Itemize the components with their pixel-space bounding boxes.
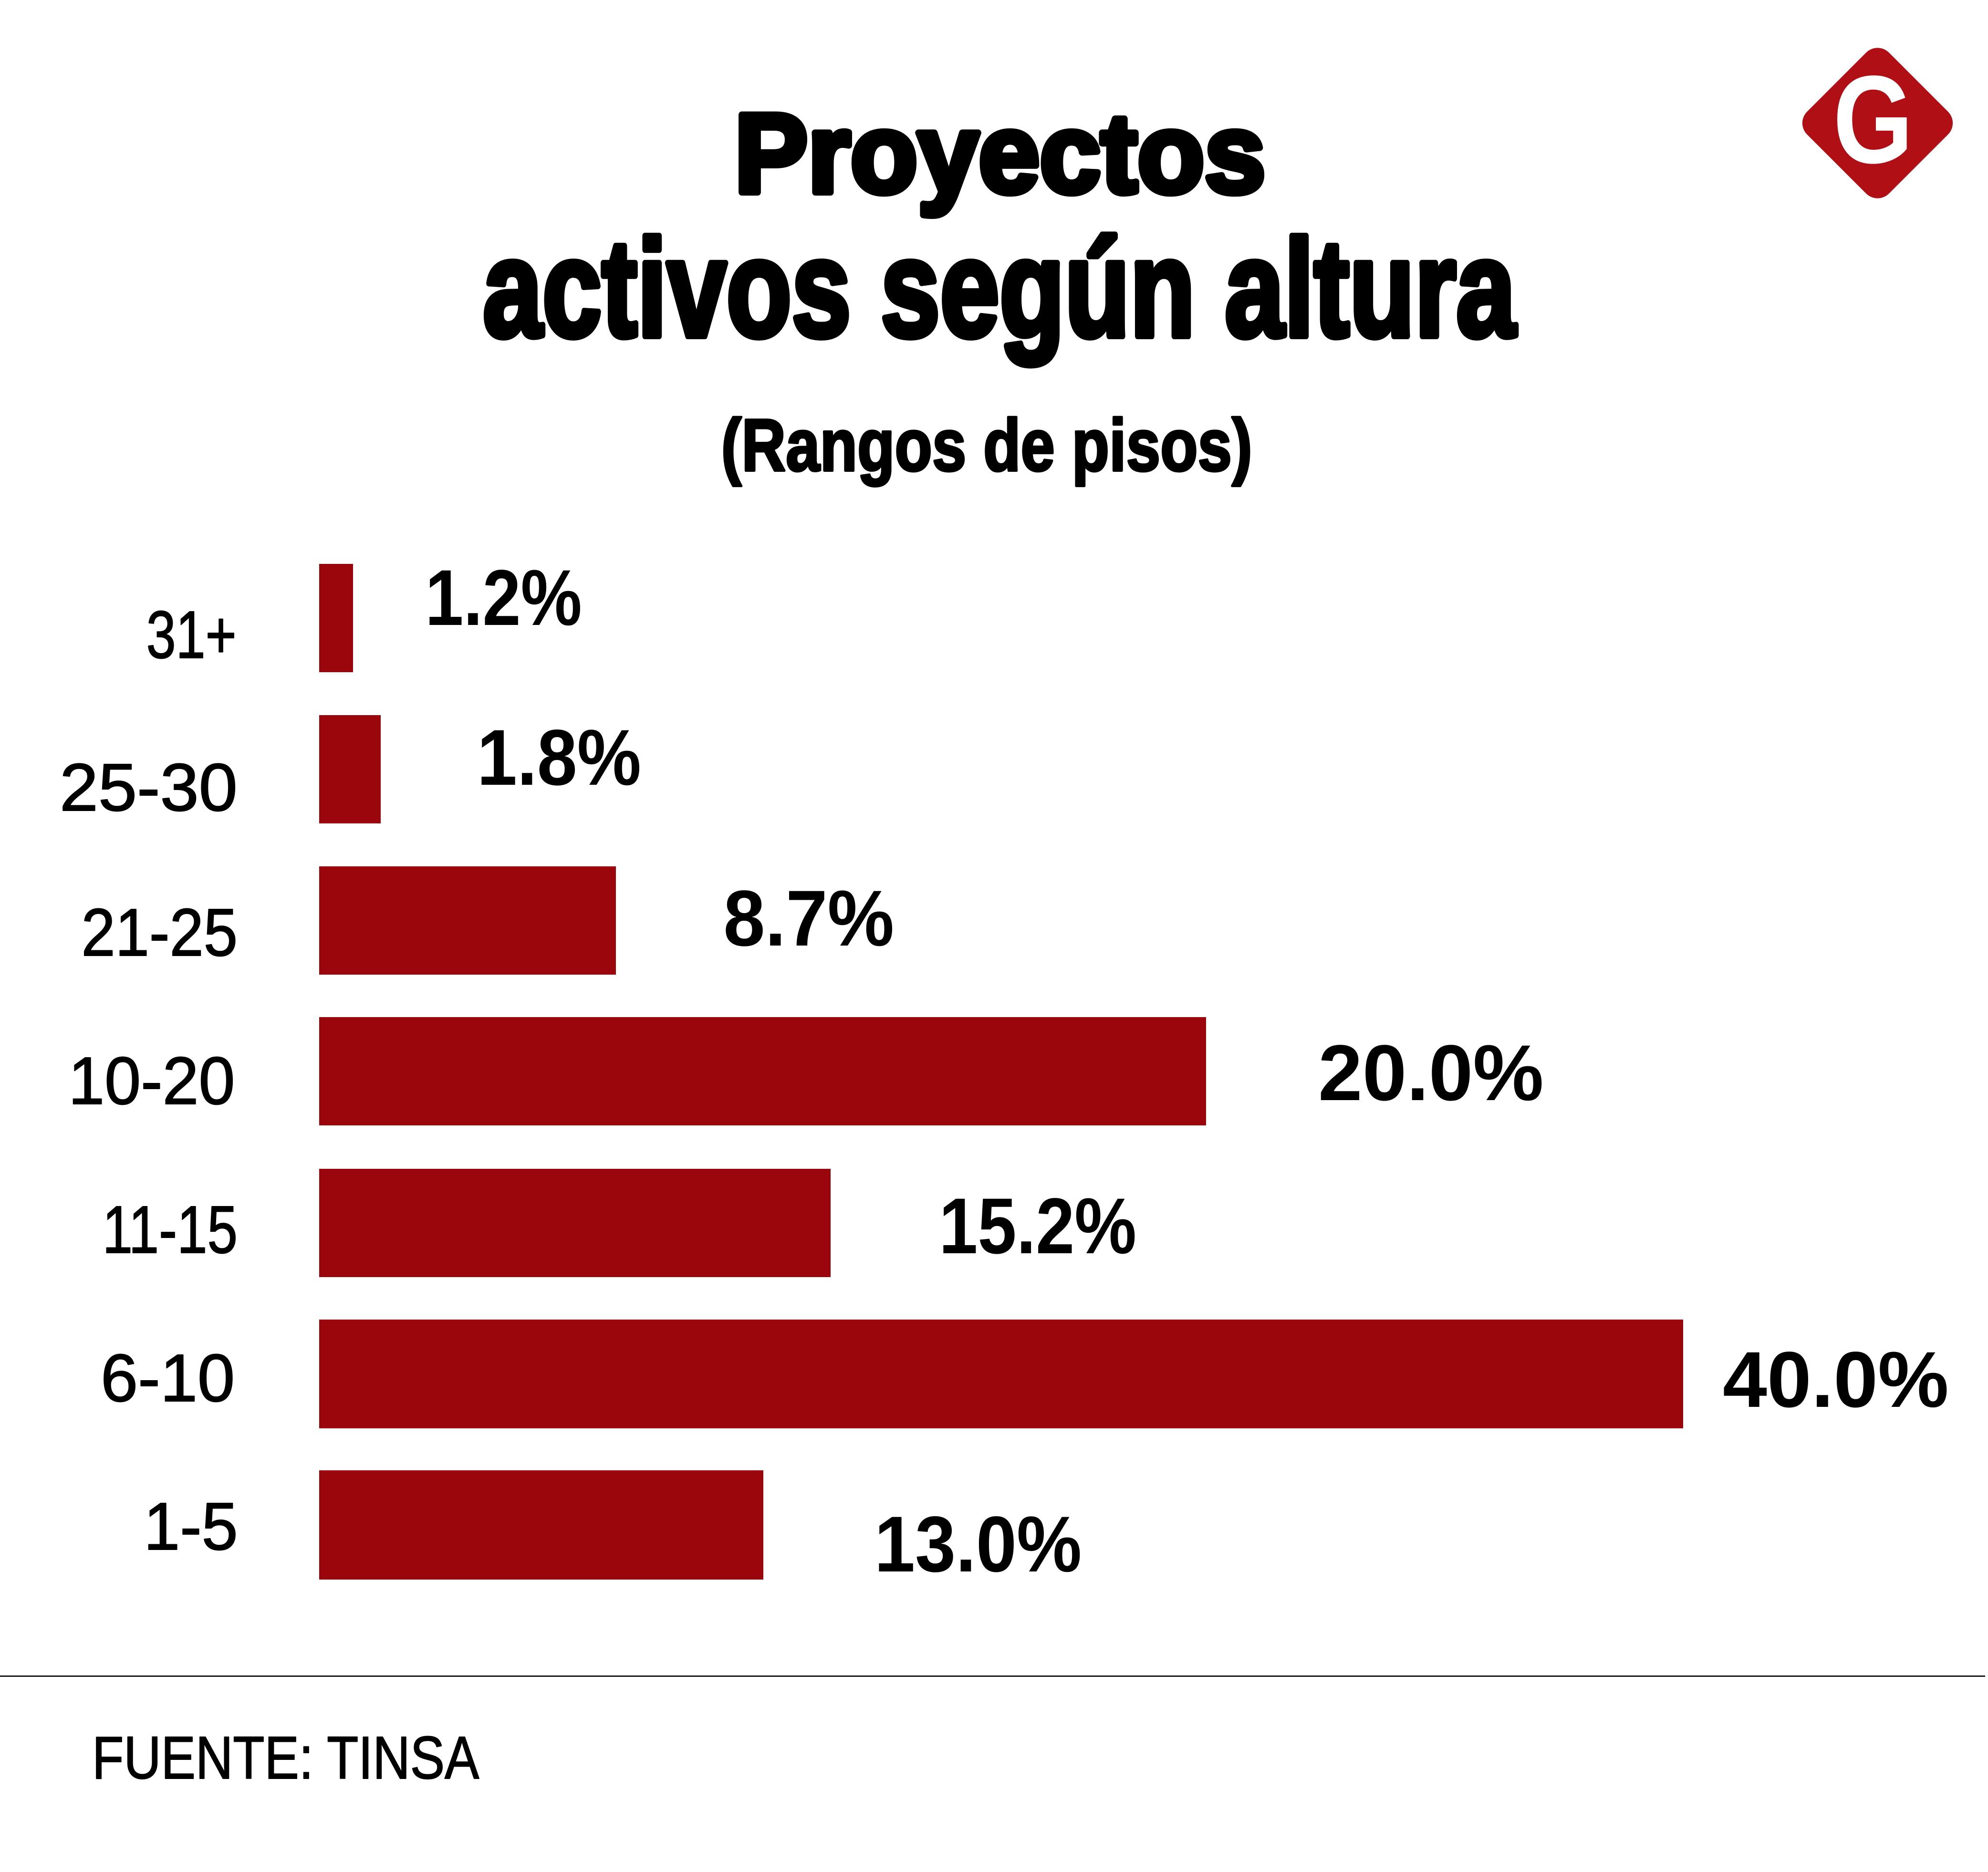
svg-text:11-15: 11-15 — [103, 1193, 238, 1268]
svg-text:6-10: 6-10 — [101, 1341, 235, 1415]
svg-text:FUENTE: TINSA: FUENTE: TINSA — [92, 1724, 479, 1791]
svg-text:25-30: 25-30 — [60, 750, 238, 825]
svg-text:1.2%: 1.2% — [425, 553, 582, 642]
svg-text:21-25: 21-25 — [81, 894, 238, 970]
svg-text:13.0%: 13.0% — [874, 1499, 1082, 1588]
svg-text:G: G — [1833, 50, 1913, 189]
svg-text:40.0%: 40.0% — [1723, 1335, 1949, 1424]
svg-text:20.0%: 20.0% — [1318, 1029, 1544, 1117]
svg-text:(Rangos de pisos): (Rangos de pisos) — [721, 404, 1252, 487]
svg-text:activos según altura: activos según altura — [483, 210, 1516, 366]
svg-text:8.7%: 8.7% — [723, 874, 894, 963]
svg-text:10-20: 10-20 — [68, 1043, 235, 1118]
svg-text:1-5: 1-5 — [144, 1489, 238, 1564]
svg-text:1.8%: 1.8% — [477, 713, 641, 801]
svg-text:Proyectos: Proyectos — [735, 91, 1266, 216]
svg-text:15.2%: 15.2% — [939, 1182, 1136, 1270]
svg-text:31+: 31+ — [146, 597, 237, 672]
